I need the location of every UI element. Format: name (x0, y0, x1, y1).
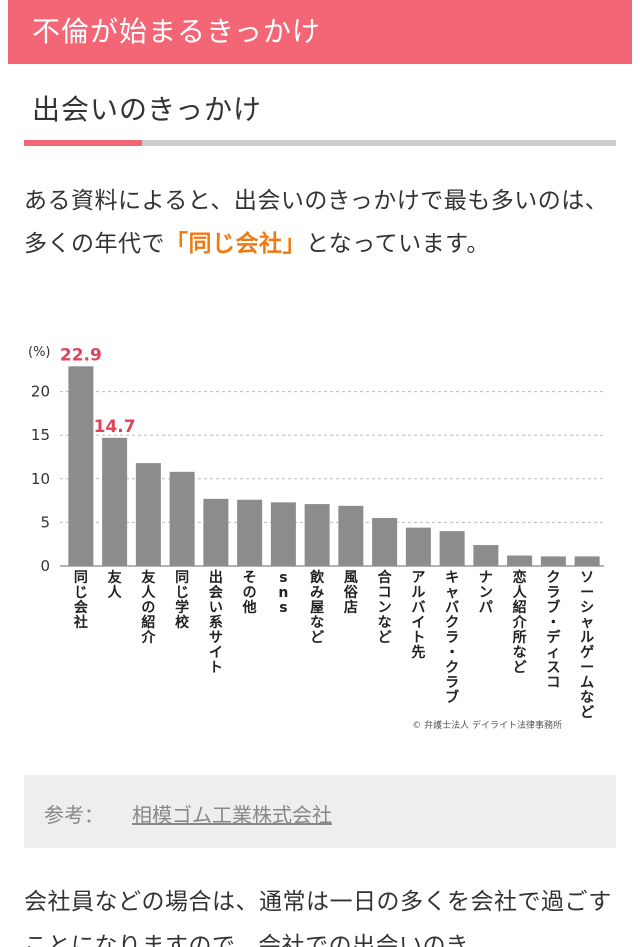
x-tick-label: 同じ会社 (73, 570, 89, 631)
bar (439, 531, 465, 566)
bar (237, 499, 263, 566)
x-tick-label: 友人 (108, 569, 123, 601)
x-tick-label: クラブ・ディスコ (546, 570, 561, 691)
x-tick-label: 風俗店 (343, 570, 359, 616)
x-tick-label: 友人の紹介 (140, 569, 156, 646)
bar (304, 504, 330, 566)
data-label: 14.7 (94, 417, 136, 437)
bar (372, 518, 398, 566)
y-tick-label: 15 (31, 426, 50, 444)
x-tick-label: その他 (242, 570, 257, 616)
body-paragraph: 会社員などの場合は、通常は一日の多くを会社で過ごすことになりますので、会社での出… (24, 889, 612, 947)
intro-highlight: 「同じ会社」 (165, 231, 306, 257)
bar (574, 556, 600, 566)
x-tick-label: キャバクラ・クラブ (445, 570, 459, 706)
bar (507, 555, 533, 566)
bar (473, 545, 499, 566)
bar (338, 505, 364, 566)
x-tick-label: 出会い系サイト (209, 569, 224, 676)
bar (405, 527, 431, 566)
y-tick-label: 10 (31, 470, 50, 488)
reference-box: 参考： 相模ゴム工業株式会社 (24, 775, 616, 848)
bar-chart: (%) 0 5 10 15 20 同じ会社 友人 友人の紹介 同じ学校 出会い系サイト その他 s n s 飲… (28, 345, 604, 731)
x-tick-label: ソーシャルゲームなど (580, 570, 594, 721)
intro-text-after: となっています。 (306, 231, 490, 257)
bar (203, 498, 229, 566)
reference-link[interactable]: 相模ゴム工業株式会社 (132, 803, 332, 827)
intro-text-before: ある資料によると、出会いのきっかけで最も多いのは、多くの年代で (24, 188, 609, 257)
y-unit-label: (%) (28, 345, 51, 360)
bar (135, 463, 161, 566)
reference-label: 参考： (44, 803, 104, 827)
x-tick-label: 恋人紹介所など (512, 569, 528, 676)
page-header: 不倫が始まるきっかけ (8, 0, 632, 64)
x-tick-label: アルバイト先 (411, 570, 425, 661)
x-tick-label: 同じ学校 (175, 570, 190, 631)
y-tick-label: 5 (40, 513, 50, 531)
x-tick-label: 合コンなど (378, 569, 393, 646)
bar (102, 437, 128, 566)
bar (540, 556, 566, 566)
bar (270, 502, 296, 566)
x-tick-label: 飲み屋など (309, 569, 325, 646)
bar (169, 471, 195, 566)
section-title: 出会いのきっかけ (32, 93, 263, 126)
bar (68, 366, 94, 566)
intro-paragraph: ある資料によると、出会いのきっかけで最も多いのは、多くの年代で「同じ会社」となっ… (24, 180, 616, 266)
data-label: 22.9 (60, 345, 102, 365)
chart-credit: © 弁護士法人 デイライト法律事務所 (412, 719, 562, 731)
section-underline (24, 140, 616, 146)
y-tick-label: 20 (31, 383, 50, 401)
x-tick-label: ナンパ (479, 570, 493, 616)
section-underline-accent (24, 140, 142, 146)
page-title: 不倫が始まるきっかけ (32, 15, 321, 48)
y-tick-label: 0 (40, 557, 50, 575)
